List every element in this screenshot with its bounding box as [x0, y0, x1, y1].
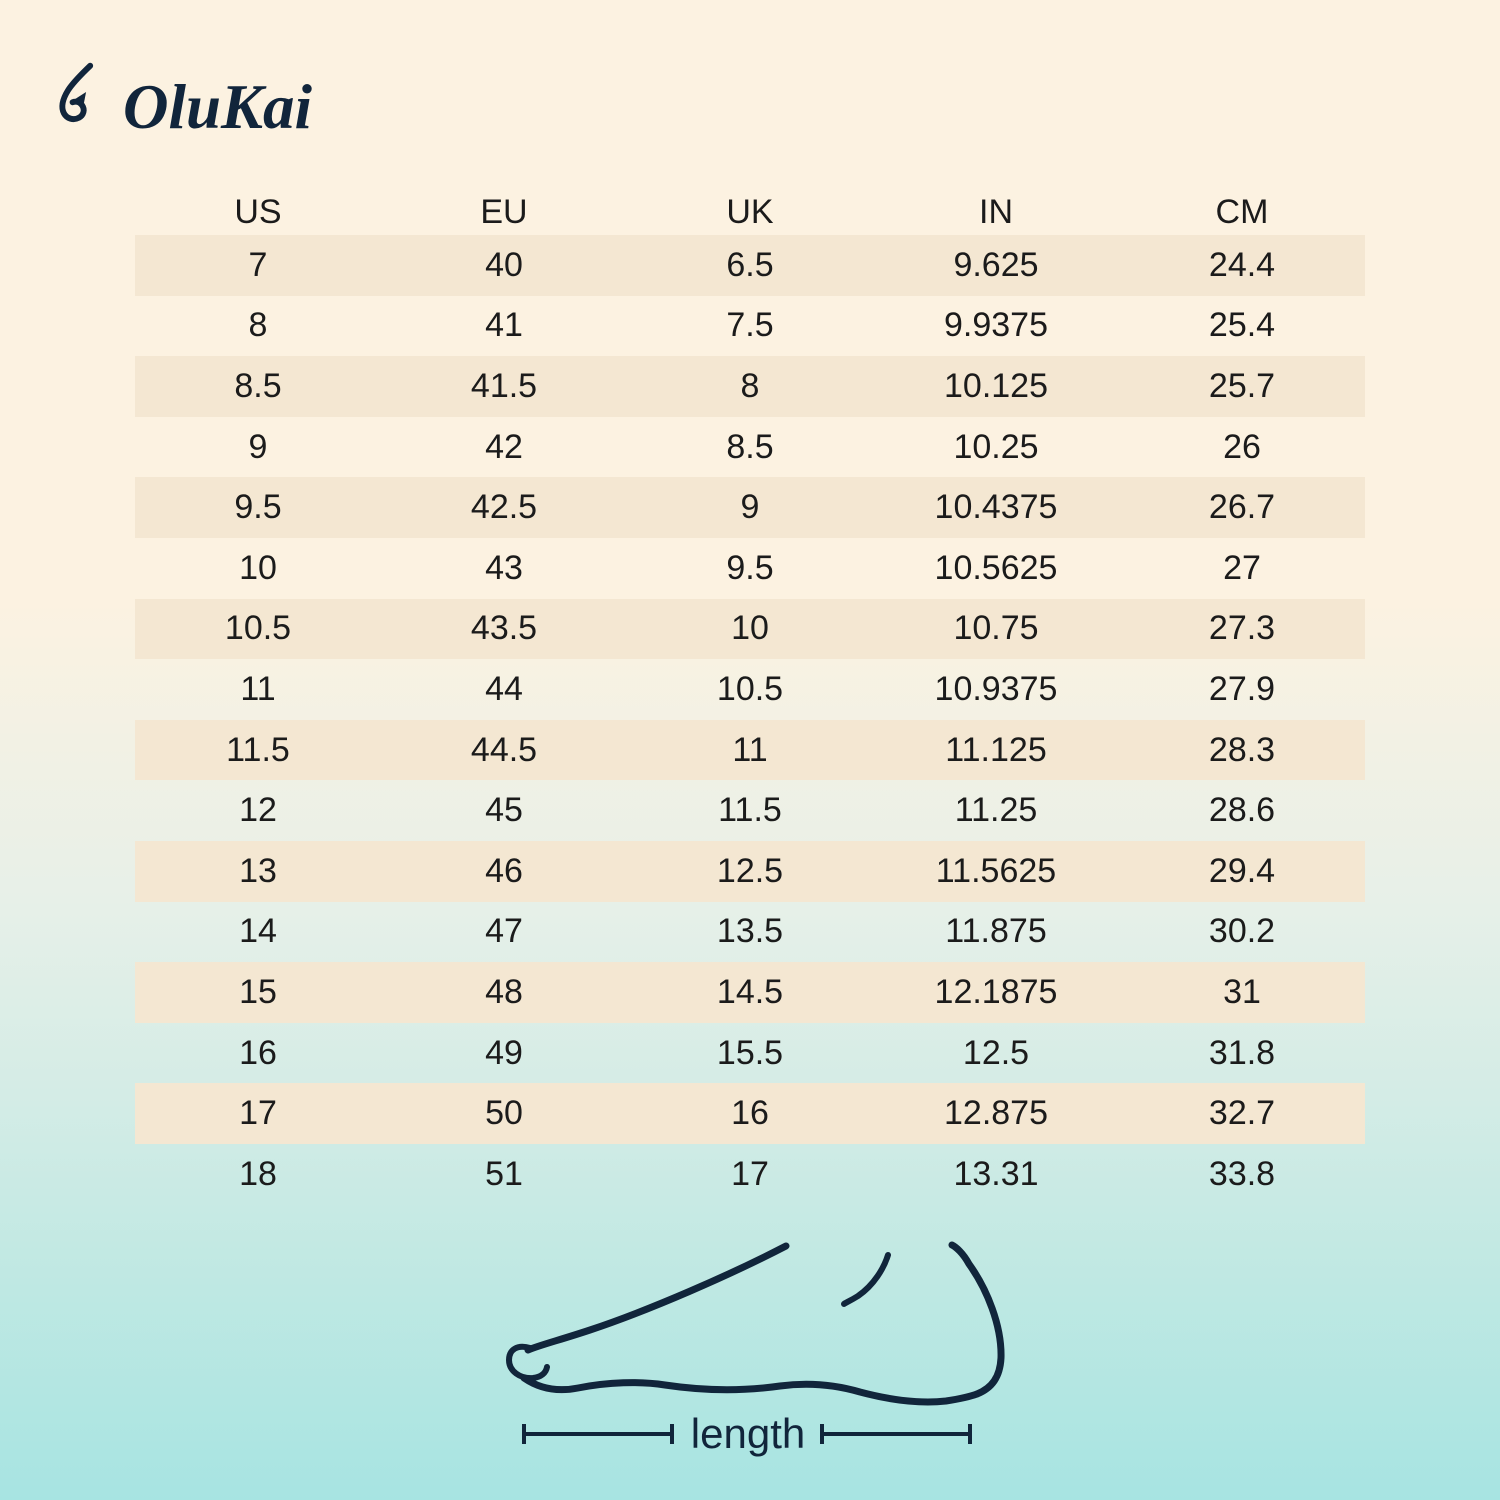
svg-text:OluKai: OluKai — [123, 72, 313, 142]
svg-text:length: length — [691, 1410, 805, 1457]
